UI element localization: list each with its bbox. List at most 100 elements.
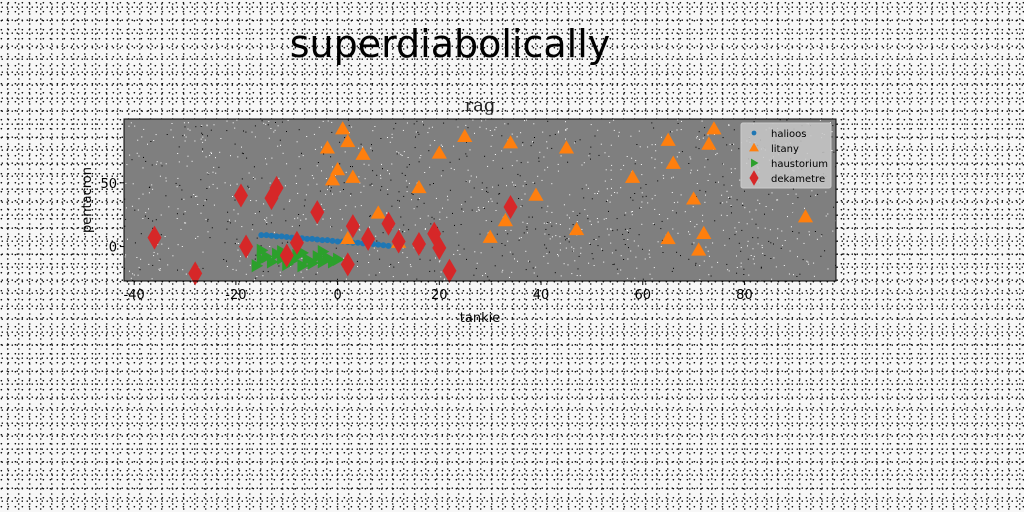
noise-dot: [277, 145, 279, 147]
noise-dot: [406, 256, 408, 258]
noise-dot: [569, 228, 571, 230]
noise-dot: [510, 151, 512, 153]
noise-dot: [165, 177, 167, 179]
noise-dot: [159, 270, 161, 271]
noise-dot: [661, 136, 662, 138]
noise-dot: [298, 214, 300, 215]
data-point-dekametre: [147, 225, 162, 250]
noise-dot: [327, 120, 329, 122]
noise-dot: [360, 205, 362, 207]
noise-dot: [628, 232, 629, 234]
noise-dot: [636, 267, 638, 269]
noise-dot: [613, 263, 615, 265]
noise-dot: [769, 229, 771, 231]
noise-dot: [161, 165, 163, 167]
noise-dot: [447, 195, 448, 197]
noise-dot: [572, 250, 574, 252]
noise-dot: [547, 205, 549, 207]
noise-dot: [541, 207, 543, 209]
noise-dot: [348, 125, 350, 127]
noise-dot: [224, 242, 226, 244]
noise-dot: [661, 239, 663, 241]
noise-dot: [132, 183, 134, 185]
noise-dot: [212, 171, 214, 173]
noise-dot: [134, 242, 136, 244]
noise-dot: [194, 140, 196, 142]
noise-dot: [813, 262, 815, 264]
noise-dot: [633, 240, 635, 242]
noise-dot: [132, 273, 134, 275]
noise-dot: [344, 137, 346, 139]
noise-dot: [177, 208, 179, 210]
noise-dot: [408, 182, 410, 184]
noise-dot: [741, 229, 743, 231]
noise-dot: [703, 260, 705, 262]
noise-dot: [589, 220, 591, 222]
noise-dot: [624, 214, 626, 216]
noise-dot: [781, 244, 783, 246]
noise-dot: [343, 182, 345, 184]
noise-dot: [415, 131, 417, 133]
noise-dot: [675, 212, 677, 214]
noise-dot: [526, 223, 528, 224]
noise-dot: [651, 278, 653, 280]
noise-dot: [185, 222, 187, 224]
noise-dot: [512, 253, 514, 255]
noise-dot: [323, 209, 325, 210]
noise-dot: [649, 256, 651, 258]
axes: -40 -20 0 20 40 60 80 0 50: [100, 177, 752, 303]
noise-dot: [318, 126, 320, 128]
noise-dot: [697, 169, 699, 171]
noise-dot: [597, 193, 598, 194]
noise-dot: [274, 129, 276, 131]
noise-dot: [788, 273, 790, 275]
noise-dot: [189, 129, 191, 131]
noise-dot: [487, 165, 489, 167]
noise-dot: [223, 259, 225, 260]
noise-dot: [699, 265, 701, 267]
data-point-halioos: [324, 237, 331, 244]
noise-dot: [752, 258, 754, 260]
noise-dot: [545, 228, 547, 230]
noise-dot: [294, 274, 295, 276]
noise-dot: [147, 218, 149, 219]
noise-dot: [330, 187, 332, 189]
noise-dot: [186, 165, 188, 167]
plot-frame: [123, 118, 837, 282]
noise-dot: [434, 140, 436, 141]
noise-dot: [364, 178, 366, 180]
noise-dot: [661, 220, 663, 222]
noise-dot: [286, 131, 287, 132]
noise-dot: [176, 218, 178, 219]
noise-dot: [482, 275, 484, 277]
noise-dot: [266, 217, 268, 219]
noise-dot: [152, 220, 154, 222]
noise-dot: [492, 160, 494, 162]
noise-dot: [731, 144, 733, 146]
noise-dot: [187, 155, 189, 157]
data-point-halioos: [380, 242, 387, 249]
data-point-haustorium: [297, 259, 309, 273]
noise-dot: [181, 189, 183, 191]
data-point-litany: [701, 136, 717, 150]
noise-dot: [524, 120, 525, 122]
noise-dot: [184, 211, 186, 213]
noise-dot: [494, 265, 496, 267]
noise-dot: [156, 161, 158, 163]
noise-dot: [164, 236, 166, 237]
legend-marker-dekametre: [749, 170, 759, 186]
noise-dot: [543, 156, 545, 158]
noise-dot: [286, 163, 288, 165]
noise-dot: [354, 206, 356, 208]
data-point-halioos: [278, 233, 285, 240]
noise-dot: [462, 211, 464, 213]
noise-dot: [534, 182, 536, 184]
noise-dot: [529, 261, 531, 263]
noise-dot: [207, 173, 209, 175]
noise-dot: [433, 183, 434, 184]
noise-dot: [424, 228, 426, 230]
noise-dot: [136, 257, 138, 258]
data-point-halioos: [354, 239, 361, 246]
noise-dot: [442, 207, 443, 209]
noise-dot: [739, 179, 741, 181]
